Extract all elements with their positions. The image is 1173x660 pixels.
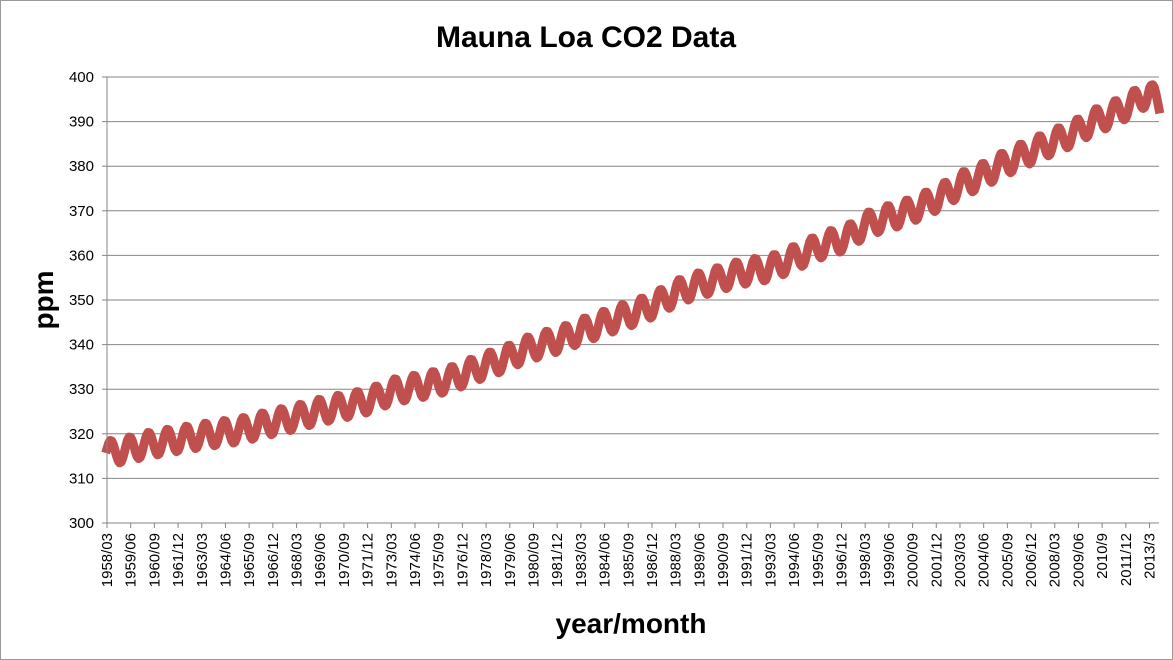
x-tick-label: 1978/03 [478, 533, 495, 587]
y-tick-label: 320 [69, 426, 94, 443]
x-tick-label: 1988/03 [668, 533, 685, 587]
x-tick-label: 1965/09 [241, 533, 258, 587]
x-tick-label: 1998/03 [857, 533, 874, 587]
x-tick-label: 1971/12 [360, 533, 377, 587]
x-tick-label: 1983/03 [573, 533, 590, 587]
x-tick-label: 1964/06 [217, 533, 234, 587]
co2-series-line [101, 80, 1165, 468]
x-tick-label: 2010/9 [1094, 533, 1111, 579]
x-tick-label: 1993/03 [762, 533, 779, 587]
x-tick-label: 1970/09 [336, 533, 353, 587]
x-tick-label: 1975/09 [431, 533, 448, 587]
series-layer [101, 80, 1165, 468]
x-tick-label: 1990/09 [715, 533, 732, 587]
x-tick-label: 2004/06 [976, 533, 993, 587]
y-tick-label: 330 [69, 381, 94, 398]
x-tick-label: 1985/09 [620, 533, 637, 587]
y-tick-label: 340 [69, 337, 94, 354]
y-tick-label: 300 [69, 515, 94, 532]
y-tick-label: 350 [69, 292, 94, 309]
x-tick-label: 1958/03 [99, 533, 116, 587]
x-tick-label: 1979/06 [502, 533, 519, 587]
y-tick-label: 390 [69, 114, 94, 131]
x-tick-label: 2001/12 [928, 533, 945, 587]
x-tick-label: 2006/12 [1023, 533, 1040, 587]
y-tick-label: 380 [69, 158, 94, 175]
x-tick-label: 2011/12 [1118, 533, 1135, 586]
axes [102, 76, 1159, 528]
chart-title: Mauna Loa CO2 Data [436, 21, 736, 54]
x-tick-labels: 1958/03 1959/06 1960/09 1961/12 1963/03 1964/… [99, 533, 1159, 587]
x-tick-label: 1974/06 [407, 533, 424, 587]
x-tick-label: 1989/06 [691, 533, 708, 587]
x-tick-label: 1995/09 [810, 533, 827, 587]
x-tick-label: 1991/12 [739, 533, 756, 587]
x-tick-label: 1961/12 [170, 533, 187, 587]
x-tick-label: 1996/12 [834, 533, 851, 587]
x-tick-label: 1976/12 [454, 533, 471, 587]
x-tick-label: 1994/06 [786, 533, 803, 587]
x-tick-label: 1984/06 [597, 533, 614, 587]
x-tick-label: 1986/12 [644, 533, 661, 587]
y-tick-label: 370 [69, 203, 94, 220]
x-tick-label: 1966/12 [265, 533, 282, 587]
y-tick-label: 310 [69, 470, 94, 487]
y-tick-labels: 300 310 320 330 340 350 360 370 380 390 400 [69, 69, 94, 532]
y-tick-label: 400 [69, 69, 94, 86]
x-tick-label: 1999/06 [881, 533, 898, 587]
x-tick-label: 1968/03 [289, 533, 306, 587]
x-tick-label: 2005/09 [999, 533, 1016, 587]
x-tick-label: 1969/06 [312, 533, 329, 587]
x-tick-label: 2003/03 [952, 533, 969, 587]
x-tick-label: 1963/03 [194, 533, 211, 587]
x-tick-label: 2008/03 [1047, 533, 1064, 587]
x-tick-label: 2013/3 [1142, 533, 1159, 579]
x-tick-label: 2009/06 [1070, 533, 1087, 587]
gridlines [107, 76, 1159, 479]
x-tick-label: 2000/09 [905, 533, 922, 587]
x-tick-label: 1959/06 [123, 533, 140, 587]
x-tick-label: 1973/03 [383, 533, 400, 587]
y-tick-label: 360 [69, 247, 94, 264]
x-tick-label: 1960/09 [146, 533, 163, 587]
x-tick-label: 1981/12 [549, 533, 566, 587]
x-axis-title: year/month [556, 608, 707, 639]
y-axis-title: ppm [28, 270, 59, 329]
x-tick-label: 1980/09 [525, 533, 542, 587]
